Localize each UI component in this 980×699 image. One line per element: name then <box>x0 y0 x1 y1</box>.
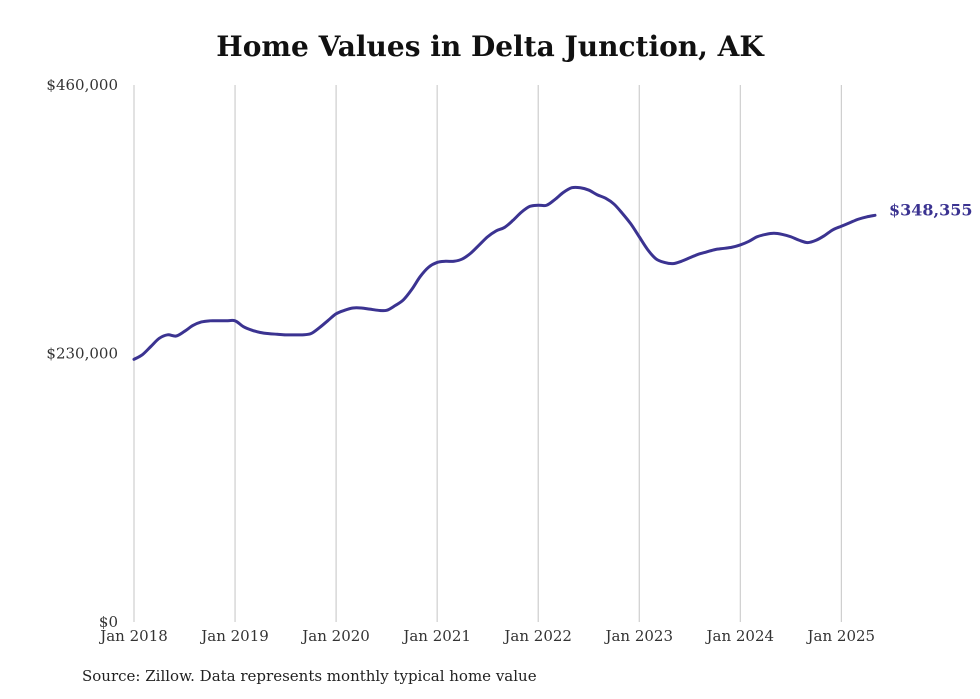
x-tick-label: Jan 2020 <box>300 627 370 645</box>
source-note: Source: Zillow. Data represents monthly … <box>82 667 537 685</box>
x-tick-label: Jan 2022 <box>502 627 572 645</box>
end-value-label: $348,355 <box>889 200 973 219</box>
y-tick-label: $0 <box>99 613 118 631</box>
x-tick-label: Jan 2018 <box>98 627 168 645</box>
x-tick-label: Jan 2025 <box>806 627 876 645</box>
y-axis-tick-labels: $0 $230,000 $460,000 <box>46 76 118 631</box>
x-tick-label: Jan 2021 <box>401 627 471 645</box>
end-value-label-layer: $348,355 <box>889 200 973 219</box>
gridlines <box>133 85 842 622</box>
x-tick-label: Jan 2019 <box>199 627 269 645</box>
x-tick-label: Jan 2024 <box>704 627 774 645</box>
series-layer <box>132 185 877 361</box>
x-axis-tick-labels: Jan 2018 Jan 2019 Jan 2020 Jan 2021 Jan 2022… <box>98 627 875 645</box>
x-tick-label: Jan 2023 <box>603 627 673 645</box>
y-tick-label: $230,000 <box>46 345 118 363</box>
y-tick-label: $460,000 <box>46 76 118 94</box>
series-line <box>132 185 877 361</box>
chart-title: Home Values in Delta Junction, AK <box>216 30 764 63</box>
